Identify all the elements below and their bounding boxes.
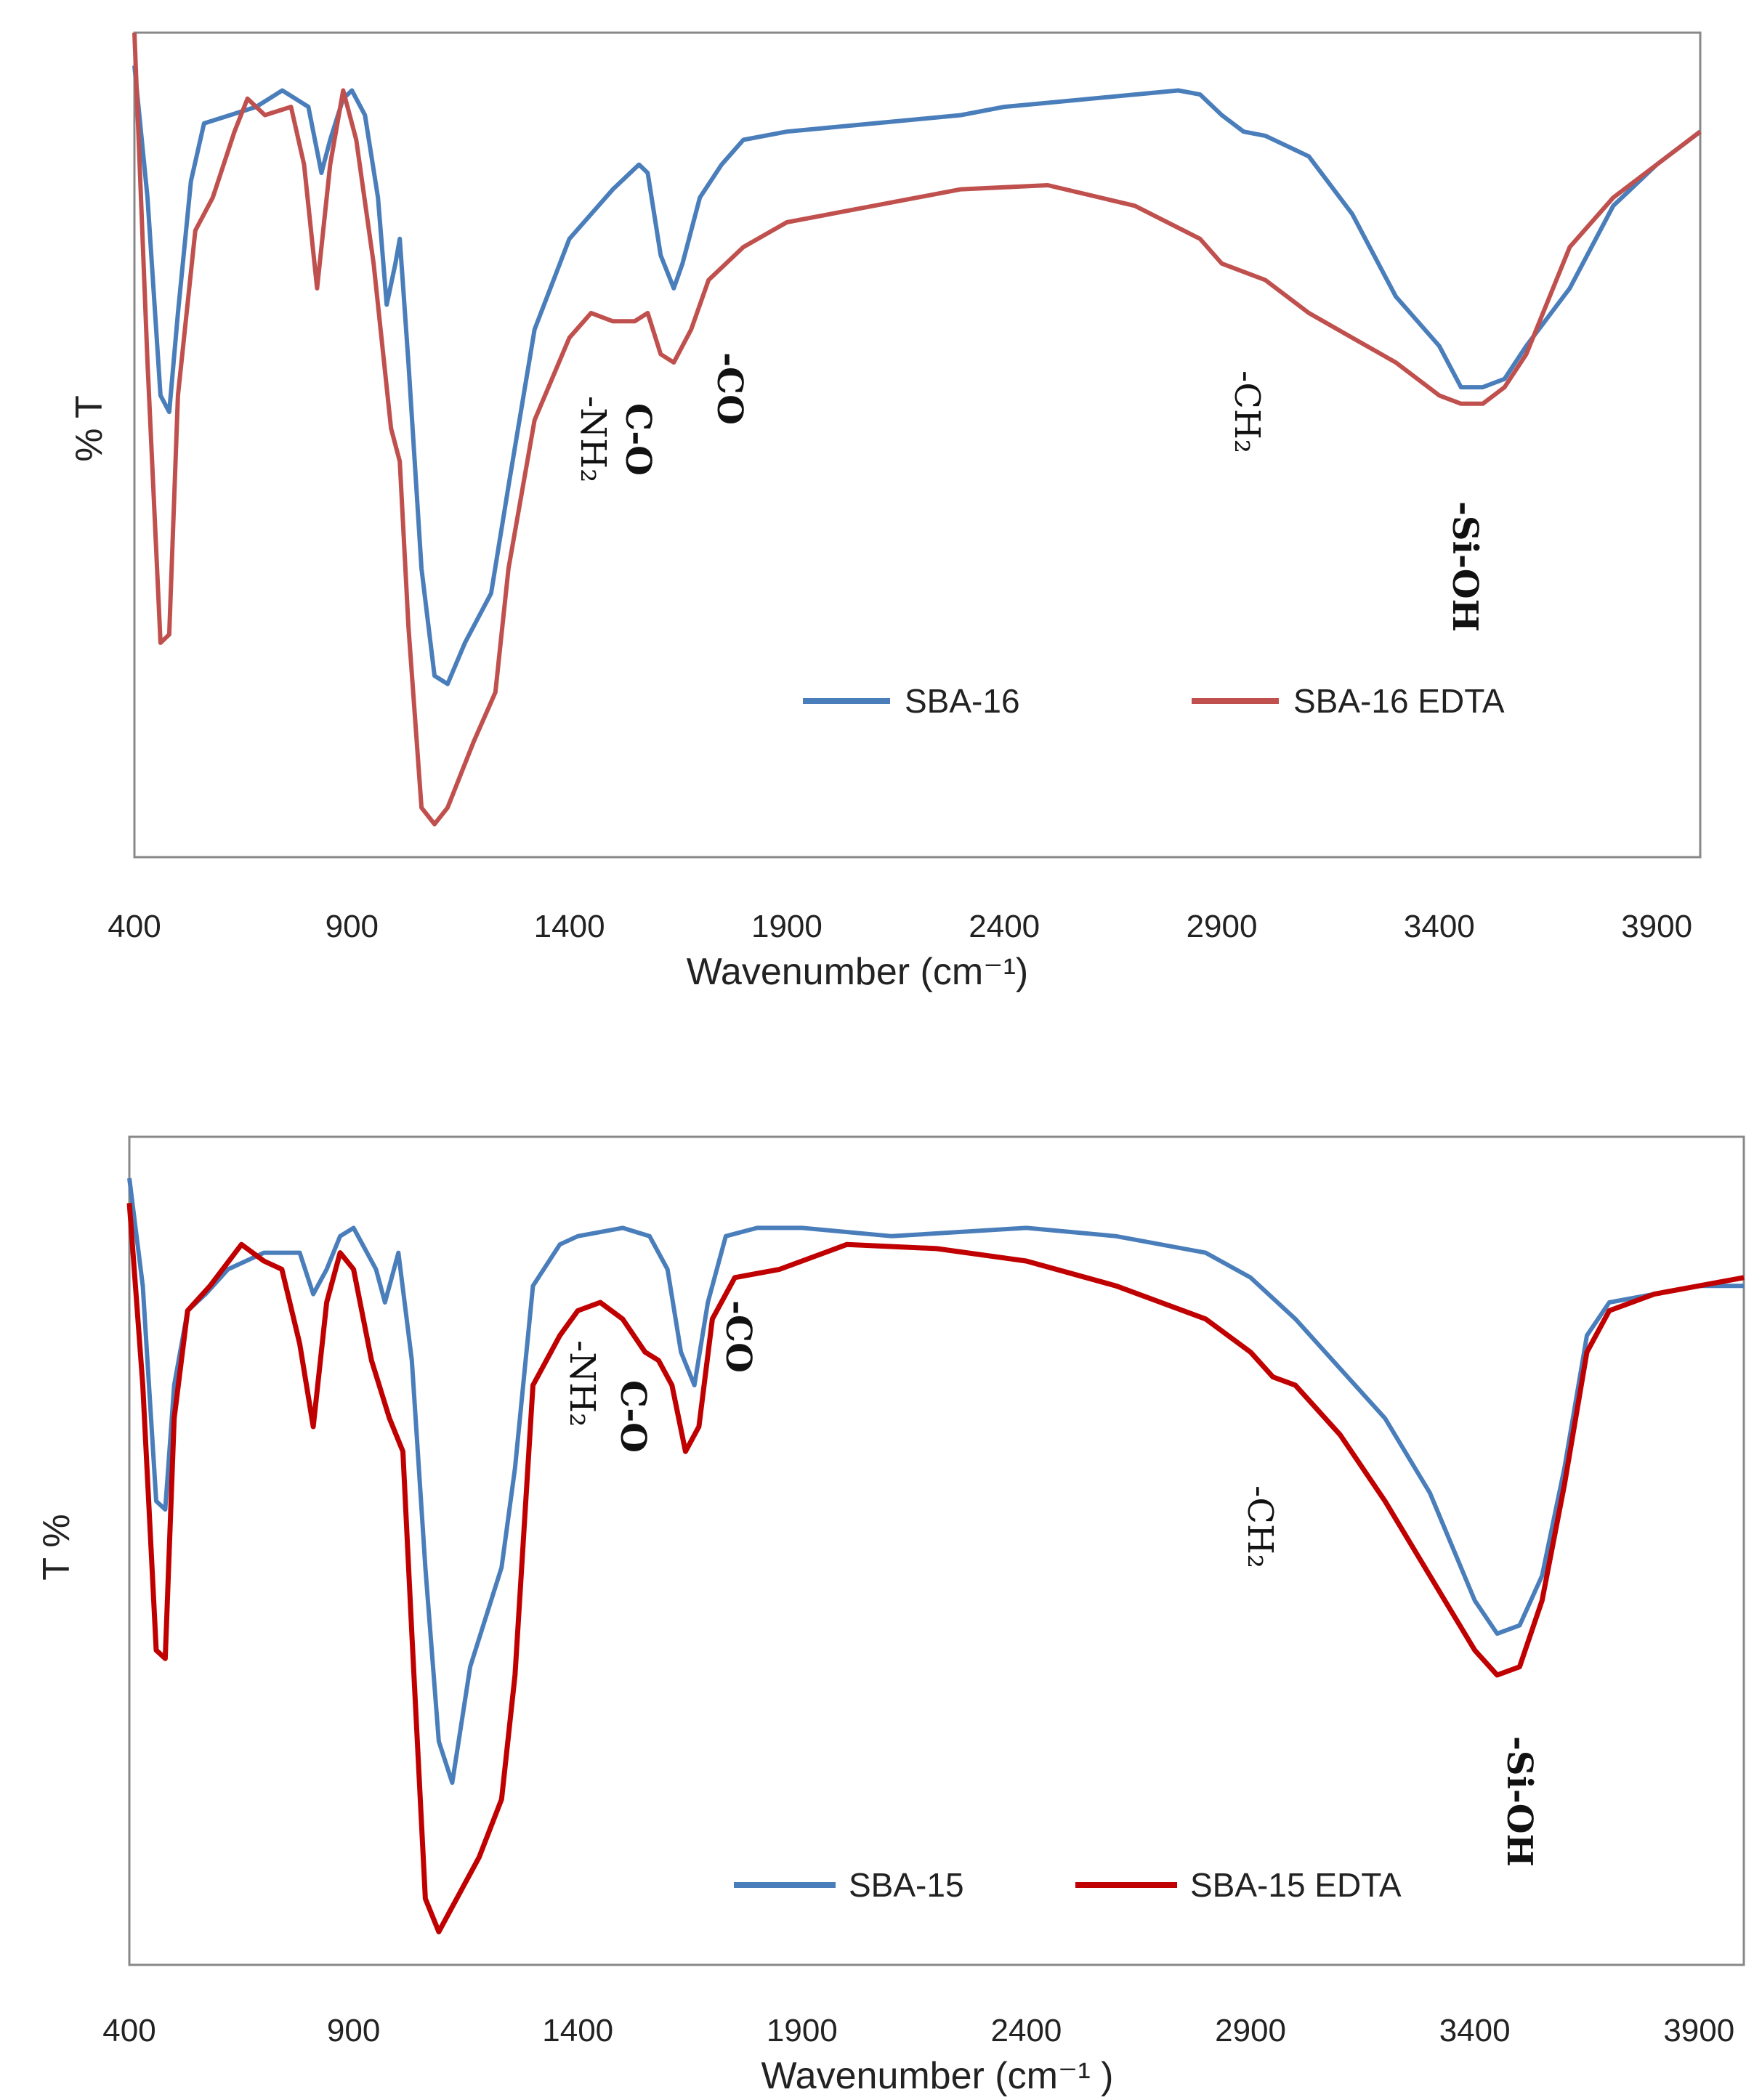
chart-1-legend: SBA-16 SBA-16 EDTA <box>803 682 1505 720</box>
chart-2-annotation-ch2: -CH₂ <box>1240 1485 1280 1568</box>
chart-2-x-tick-label: 3400 <box>1439 2013 1511 2048</box>
chart-1-series-group <box>132 32 1702 827</box>
chart-1-legend-label-sba16: SBA-16 <box>905 682 1020 720</box>
chart-2-y-axis-title: T % <box>36 1514 78 1581</box>
chart-1-x-tick-label: 1400 <box>534 909 605 944</box>
chart-2-annotation-c-o: C-O <box>613 1380 653 1453</box>
chart-1-x-tick-label: 3900 <box>1621 909 1692 944</box>
chart-2-annotation-co: -CO <box>718 1300 759 1373</box>
chart-1-x-axis-title: Wavenumber (cm⁻¹) <box>687 951 1028 993</box>
chart-1-series-sba-16-edta <box>132 32 1702 827</box>
chart-2-legend-label-sba15-edta: SBA-15 EDTA <box>1190 1866 1402 1904</box>
chart-1-x-tick-label: 900 <box>326 909 379 944</box>
chart-2-annotation-nh2: -NH₂ <box>562 1340 602 1427</box>
chart-2-sba15: 400 900 1400 1900 2400 2900 3400 3900 T % Waven… <box>36 1135 1745 2097</box>
chart-1-x-tick-label: 1900 <box>751 909 823 944</box>
chart-1-y-axis-title: % T <box>68 395 110 462</box>
chart-1-annotation-ch2: -CH₂ <box>1226 370 1267 453</box>
chart-1-x-tick-label: 2900 <box>1187 909 1258 944</box>
chart-1-annotation-sioh: -Si-OH <box>1444 501 1485 632</box>
chart-2-x-tick-label: 400 <box>102 2013 155 2048</box>
chart-2-x-tick-label: 1900 <box>767 2013 838 2048</box>
chart-1-annotation-co: -CO <box>709 352 750 425</box>
chart-1-annotation-nh2: -NH₂ <box>573 396 613 482</box>
chart-2-legend: SBA-15 SBA-15 EDTA <box>734 1866 1402 1904</box>
chart-2-series-sba-15-edta <box>126 1202 1745 1934</box>
chart-2-x-tick-label: 2400 <box>990 2013 1062 2048</box>
chart-2-annotation-sioh: -Si-OH <box>1499 1736 1540 1867</box>
chart-1-x-tick-label: 400 <box>108 909 161 944</box>
chart-1-legend-label-sba16-edta: SBA-16 EDTA <box>1293 682 1505 720</box>
chart-1-series-sba-16 <box>132 65 1702 686</box>
chart-1-x-tick-label: 2400 <box>969 909 1040 944</box>
chart-1-plot-frame <box>133 31 1702 859</box>
chart-2-x-tick-label: 2900 <box>1215 2013 1286 2048</box>
chart-1-x-ticks: 400 900 1400 1900 2400 2900 3400 3900 <box>108 909 1692 944</box>
chart-2-legend-label-sba15: SBA-15 <box>849 1866 964 1904</box>
chart-2-x-axis-title: Wavenumber (cm⁻¹ ) <box>761 2055 1114 2097</box>
chart-2-x-ticks: 400 900 1400 1900 2400 2900 3400 3900 <box>102 2013 1734 2048</box>
chart-1-sba16: 400 900 1400 1900 2400 2900 3400 3900 % T Waven… <box>68 31 1702 993</box>
chart-1-annotation-c-o: C-O <box>618 403 658 476</box>
chart-2-series-group <box>126 1177 1745 1934</box>
chart-2-x-tick-label: 1400 <box>542 2013 613 2048</box>
chart-2-plot-frame <box>128 1135 1745 1966</box>
chart-2-series-sba-15 <box>127 1177 1744 1785</box>
chart-2-x-tick-label: 900 <box>327 2013 380 2048</box>
chart-1-x-tick-label: 3400 <box>1404 909 1475 944</box>
chart-2-x-tick-label: 3900 <box>1663 2013 1734 2048</box>
